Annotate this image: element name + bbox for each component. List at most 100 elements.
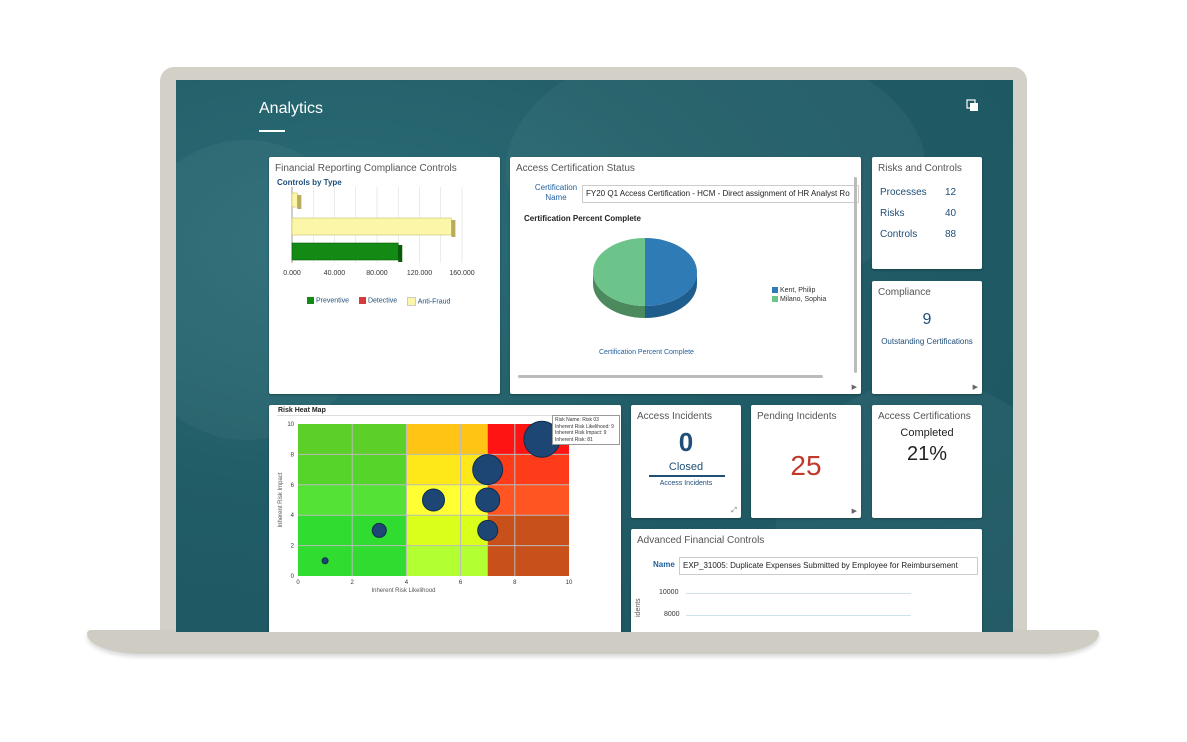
pending-incidents-card[interactable]: Pending Incidents 25 ▶ [751,405,861,518]
pending-count: 25 [790,450,822,481]
card-title: Risk Heat Map [278,407,326,414]
title-underline [259,130,285,132]
legend-label: Anti-Fraud [417,298,451,306]
x-tick-label: 8 [513,580,517,586]
card-title: Access Certification Status [516,163,635,174]
x-tick-label: 6 [459,580,463,586]
pie-slice-kent[interactable] [645,238,697,306]
x-tick-label: 160.000 [449,270,474,277]
x-tick-label: 0.000 [283,270,301,277]
chart-title: Certification Percent Complete [524,214,641,223]
bar-shadow [398,245,403,262]
y-tick-label: 10 [287,422,294,428]
y-tick-label: 8000 [664,611,680,618]
compliance-card[interactable]: Compliance 9 Outstanding Certifications … [872,281,982,394]
certification-pie-chart [593,238,697,318]
y-tick-label: 2 [291,544,295,550]
card-title: Advanced Financial Controls [637,535,765,546]
legend-item-detective: Detective [359,297,397,306]
risk-row-label[interactable]: Risks [880,208,905,219]
heat-cell [406,545,488,576]
grid-line [686,593,911,594]
legend-item-anti-fraud: Anti-Fraud [407,297,450,306]
horizontal-scrollbar[interactable] [518,375,823,378]
pie-legend-item: Kent, Philip [772,286,826,295]
compliance-caption[interactable]: Outstanding Certifications [881,337,973,346]
risk-bubble[interactable] [371,522,387,538]
stack-icon[interactable] [966,99,980,113]
risk-row-value[interactable]: 88 [945,229,957,240]
x-tick-label: 2 [351,580,355,586]
y-tick-label: 4 [291,513,295,519]
card-title: Compliance [878,287,931,298]
financial-card[interactable]: Financial Reporting Compliance Controls … [269,157,500,394]
advanced-financial-controls-card[interactable]: Advanced Financial Controls Name EXP_310… [631,529,982,632]
risk-bubble[interactable] [477,519,499,541]
access-incidents-card[interactable]: Access Incidents 0 Closed Access Inciden… [631,405,741,518]
heat-cell [406,424,488,455]
chart-subtitle: Controls by Type [277,178,342,187]
y-tick-label: 10000 [659,589,679,596]
risks-controls-card[interactable]: Risks and Controls Processes 12 Risks 40 Con… [872,157,982,269]
access-cert-status-card[interactable]: Access Certification Status Certificatio… [510,157,861,394]
pie-side-milano [593,272,645,318]
risk-bubble[interactable] [472,454,504,486]
legend-swatch [359,297,367,304]
legend-label: Detective [367,297,398,305]
heat-cell [487,545,569,576]
incident-count: 0 [678,427,694,457]
tooltip-line: Inherent Risk Impact: 9 [555,430,607,436]
tooltip-line: Inherent Risk: 81 [555,436,593,443]
arrow-right-icon[interactable]: ▶ [972,384,978,391]
risk-row-label[interactable]: Controls [880,229,918,240]
pie-legend: Kent, Philip Milano, Sophia [772,286,826,304]
legend-label: Milano, Sophia [779,296,827,303]
x-axis-label: Inherent Risk Likelihood [371,588,435,594]
tooltip-line: Inherent Risk Likelihood: 9 [555,423,614,430]
bar-preventive[interactable] [291,242,399,261]
grid-line [686,615,911,616]
completed-percent: 21% [906,443,948,465]
arrow-right-icon[interactable]: ▶ [851,384,857,391]
legend-swatch [772,287,778,294]
risk-heat-map-card[interactable]: Risk Heat Map 0 2 4 6 8 10 0 2 4 6 8 10 Inherent Ris… [269,405,621,632]
heat-cell [487,515,569,546]
heat-cell [406,484,488,516]
risk-bubble[interactable] [475,487,501,513]
certification-name-label: Certification Name [534,183,578,202]
risk-bubble[interactable] [321,557,329,565]
card-title: Access Certifications [878,411,971,422]
heat-cell [487,484,569,516]
risk-row-value[interactable]: 12 [945,187,957,198]
expand-icon[interactable]: ⤢ [731,507,737,514]
y-tick-label: 8 [291,452,295,458]
x-tick-label: 10 [566,580,573,586]
pie-legend-item: Milano, Sophia [772,295,826,304]
x-tick-label: 0 [296,580,300,586]
risk-row-value[interactable]: 40 [945,208,957,219]
card-title: Financial Reporting Compliance Controls [275,163,457,174]
arrow-right-icon[interactable]: ▶ [851,508,857,515]
compliance-value: 9 [922,311,932,328]
card-title: Risks and Controls [878,163,962,174]
vertical-scrollbar[interactable] [854,177,857,373]
certification-name-select[interactable]: FY20 Q1 Access Certification - HCM - Dir… [582,185,859,203]
card-title: Access Incidents [637,411,713,422]
bar-shadow [297,195,302,209]
risk-bubble[interactable] [422,488,445,512]
incident-caption[interactable]: Access Incidents [659,480,713,487]
risk-row-label[interactable]: Processes [880,187,927,198]
pie-slice-milano[interactable] [593,238,645,306]
x-tick-label: 40.000 [324,270,346,277]
bar-anti-fraud[interactable] [291,192,298,208]
legend-swatch [772,296,778,303]
bar-detective[interactable] [291,217,452,236]
x-tick-label: 4 [405,580,409,586]
title-rule [277,415,552,416]
page-title: Analytics [259,100,324,117]
access-certifications-card[interactable]: Access Certifications Completed 21% [872,405,982,518]
chart-tooltip: Risk Name: Risk 03 Inherent Risk Likeliho… [552,415,620,445]
name-label: Name [653,560,675,569]
incident-status: Closed [668,461,704,473]
name-select[interactable]: EXP_31005: Duplicate Expenses Submitted … [679,557,978,575]
